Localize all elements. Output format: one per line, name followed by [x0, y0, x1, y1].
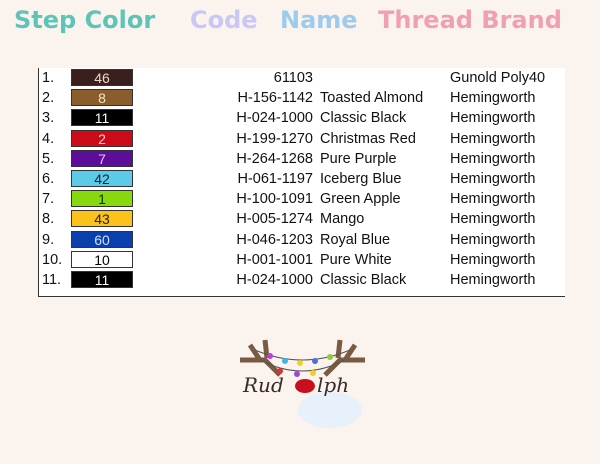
- table-left-border: [38, 68, 39, 296]
- step-number: 7.: [42, 191, 55, 208]
- table-row: 2. 8 H-156-1142 Toasted Almond Hemingworth: [38, 88, 565, 108]
- thread-brand: Hemingworth: [450, 251, 536, 268]
- thread-name: Pure Purple: [320, 150, 397, 167]
- step-number: 5.: [42, 150, 55, 167]
- table-bottom-border: [38, 296, 565, 297]
- table-row: 7. 1 H-100-1091 Green Apple Hemingworth: [38, 189, 565, 209]
- thread-name: Christmas Red: [320, 130, 416, 147]
- table-row: 9. 60 H-046-1203 Royal Blue Hemingworth: [38, 230, 565, 250]
- thread-brand: Hemingworth: [450, 231, 536, 248]
- thread-brand: Hemingworth: [450, 171, 536, 187]
- thread-name: Classic Black: [320, 272, 407, 288]
- lights-string-icon: [254, 349, 351, 372]
- header-name: Name: [280, 6, 358, 34]
- step-number: 10.: [42, 251, 63, 268]
- thread-code: H-001-1001: [236, 251, 313, 268]
- thread-code: 61103: [273, 70, 313, 86]
- color-swatch: 8: [71, 89, 133, 107]
- thread-brand: Hemingworth: [450, 211, 536, 228]
- thread-code: H-046-1203: [236, 231, 313, 248]
- thread-code: H-199-1270: [236, 130, 313, 147]
- table-row: 11. 11 H-024-1000 Classic Black Hemingworth: [38, 270, 565, 290]
- thread-brand: Hemingworth: [450, 130, 536, 147]
- table-row: 8. 43 H-005-1274 Mango Hemingworth: [38, 209, 565, 229]
- color-swatch: 43: [71, 210, 133, 228]
- thread-brand: Gunold Poly40: [450, 70, 546, 86]
- color-swatch: 11: [71, 109, 133, 127]
- header-step-color: Step Color: [14, 6, 156, 34]
- rudolph-logo: Rud lph: [240, 339, 365, 428]
- thread-brand: Hemingworth: [450, 150, 536, 167]
- color-swatch: 2: [71, 129, 133, 147]
- thread-brand: Hemingworth: [450, 90, 536, 107]
- color-swatch: 42: [71, 170, 133, 187]
- cloud-icon: [298, 392, 362, 428]
- thread-brand: Hemingworth: [450, 110, 536, 127]
- thread-name: Royal Blue: [320, 231, 391, 248]
- header-thread-brand: Thread Brand: [378, 6, 562, 34]
- thread-name: Toasted Almond: [320, 90, 424, 107]
- step-number: 3.: [42, 110, 55, 127]
- step-number: 9.: [42, 231, 55, 248]
- thread-name: Green Apple: [320, 191, 401, 208]
- step-number: 8.: [42, 211, 55, 228]
- light-bulbs-icon: [267, 353, 333, 377]
- color-swatch: 10: [71, 250, 133, 268]
- antler-right-icon: [323, 339, 365, 377]
- step-number: 6.: [42, 171, 55, 187]
- step-number: 4.: [42, 130, 55, 147]
- table-row: 5. 7 H-264-1268 Pure Purple Hemingworth: [38, 149, 565, 169]
- thread-name: Iceberg Blue: [320, 171, 402, 187]
- thread-code: H-061-1197: [237, 171, 313, 187]
- thread-code: H-024-1000: [236, 110, 313, 127]
- svg-text:Rud: Rud: [242, 373, 284, 397]
- thread-table: 1. 46 61103 Gunold Poly40 2. 8 H-156-1142 Toast…: [38, 68, 565, 296]
- thread-brand: Hemingworth: [450, 272, 536, 288]
- thread-name: Classic Black: [320, 110, 407, 127]
- color-swatch: 1: [71, 190, 133, 208]
- color-swatch: 7: [71, 149, 133, 167]
- color-swatch: 60: [71, 230, 133, 248]
- thread-code: H-005-1274: [236, 211, 313, 228]
- thread-name: Mango: [320, 211, 365, 228]
- step-number: 1.: [42, 70, 55, 86]
- table-row: 10. 10 H-001-1001 Pure White Hemingworth: [38, 250, 565, 270]
- table-row: 1. 46 61103 Gunold Poly40: [38, 68, 565, 88]
- step-number: 11.: [42, 272, 62, 288]
- thread-brand: Hemingworth: [450, 191, 536, 208]
- svg-text:lph: lph: [317, 373, 349, 397]
- color-swatch: 11: [71, 271, 133, 288]
- step-number: 2.: [42, 90, 55, 107]
- thread-code: H-264-1268: [236, 150, 313, 167]
- red-nose-icon: [295, 379, 315, 393]
- table-row: 6. 42 H-061-1197 Iceberg Blue Hemingworth: [38, 169, 565, 189]
- thread-name: Pure White: [320, 251, 392, 268]
- antler-left-icon: [240, 339, 282, 377]
- table-row: 3. 11 H-024-1000 Classic Black Hemingworth: [38, 108, 565, 128]
- thread-code: H-100-1091: [236, 191, 313, 208]
- header-code: Code: [190, 6, 258, 34]
- color-swatch: 46: [71, 69, 133, 86]
- thread-code: H-024-1000: [236, 272, 313, 288]
- table-row: 4. 2 H-199-1270 Christmas Red Hemingworth: [38, 129, 565, 149]
- thread-code: H-156-1142: [237, 90, 313, 107]
